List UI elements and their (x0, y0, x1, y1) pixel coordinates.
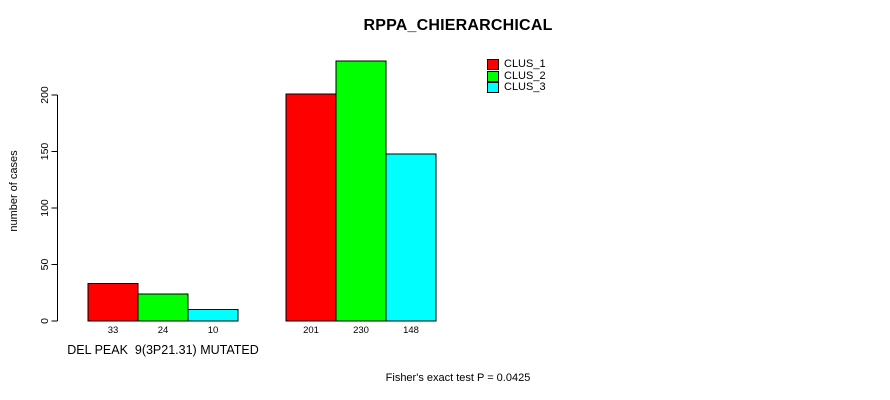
legend-swatch (487, 82, 499, 94)
legend-label: CLUS_1 (504, 58, 546, 70)
y-axis-tick-label: 200 (39, 86, 51, 104)
bar-value-label: 148 (403, 325, 419, 336)
legend: CLUS_1 CLUS_2 CLUS_3 (487, 58, 546, 94)
bar-clus_2 (335, 60, 387, 322)
chart-title: RPPA_CHIERARCHICAL (363, 17, 553, 34)
legend-label: CLUS_2 (504, 69, 546, 82)
bar-value-label: 230 (353, 325, 369, 336)
fisher-test-annotation: Fisher's exact test P = 0.0425 (385, 372, 531, 384)
legend-swatch (487, 70, 499, 82)
legend-swatch (487, 59, 499, 71)
bar-value-label: 33 (108, 325, 119, 336)
bar-clus_3 (385, 153, 437, 322)
y-axis-tick-label: 100 (39, 199, 51, 217)
y-axis-tick-label: 150 (39, 143, 51, 161)
y-axis-tick-label: 0 (39, 318, 51, 324)
legend-label: CLUS_3 (504, 81, 546, 93)
bar-clus_1 (285, 93, 337, 322)
legend-item: CLUS_2 (487, 69, 546, 83)
bar-value-label: 24 (158, 325, 169, 336)
bar-value-label: 10 (208, 325, 219, 336)
bar-clus_3 (187, 309, 239, 322)
y-axis-tick-label: 50 (39, 259, 51, 271)
category-label: DEL PEAK 9(3P21.31) MUTATED (67, 343, 259, 357)
legend-item: CLUS_3 (487, 81, 546, 94)
bar-clus_2 (137, 293, 189, 322)
bar-value-label: 201 (303, 325, 319, 336)
bar-clus_1 (87, 283, 139, 322)
legend-item: CLUS_1 (487, 58, 546, 71)
